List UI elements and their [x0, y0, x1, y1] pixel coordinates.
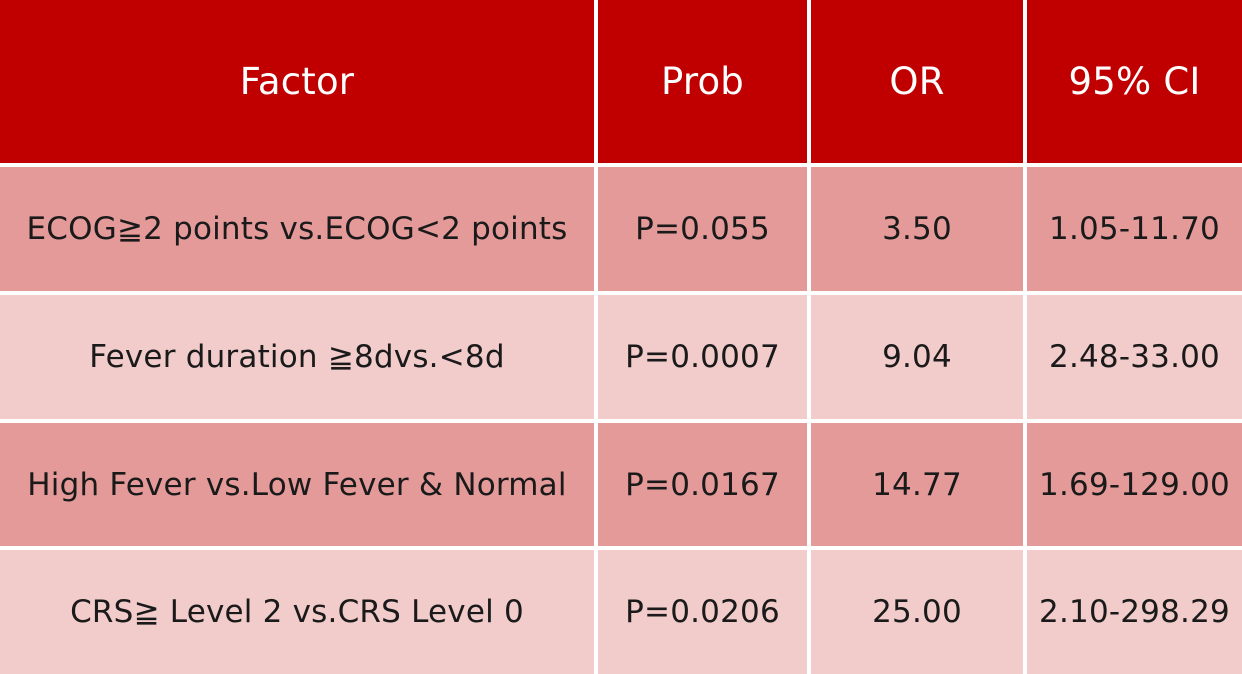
- header-or: OR: [811, 0, 1023, 163]
- row-3-factor: High Fever vs.Low Fever & Normal: [0, 423, 594, 546]
- row-2-or: 9.04: [811, 295, 1023, 419]
- row-1-ci: 1.05-11.70: [1027, 167, 1242, 291]
- row-2-ci: 2.48-33.00: [1027, 295, 1242, 419]
- row-3-or: 14.77: [811, 423, 1023, 546]
- row-3-prob: P=0.0167: [598, 423, 807, 546]
- row-4-or: 25.00: [811, 550, 1023, 674]
- row-4-prob: P=0.0206: [598, 550, 807, 674]
- row-4-factor: CRS≧ Level 2 vs.CRS Level 0: [0, 550, 594, 674]
- header-factor: Factor: [0, 0, 594, 163]
- row-2-factor: Fever duration ≧8dvs.<8d: [0, 295, 594, 419]
- row-1-or: 3.50: [811, 167, 1023, 291]
- row-1-prob: P=0.055: [598, 167, 807, 291]
- row-3-ci: 1.69-129.00: [1027, 423, 1242, 546]
- row-4-ci: 2.10-298.29: [1027, 550, 1242, 674]
- row-1-factor: ECOG≧2 points vs.ECOG<2 points: [0, 167, 594, 291]
- row-2-prob: P=0.0007: [598, 295, 807, 419]
- header-prob: Prob: [598, 0, 807, 163]
- header-ci: 95% CI: [1027, 0, 1242, 163]
